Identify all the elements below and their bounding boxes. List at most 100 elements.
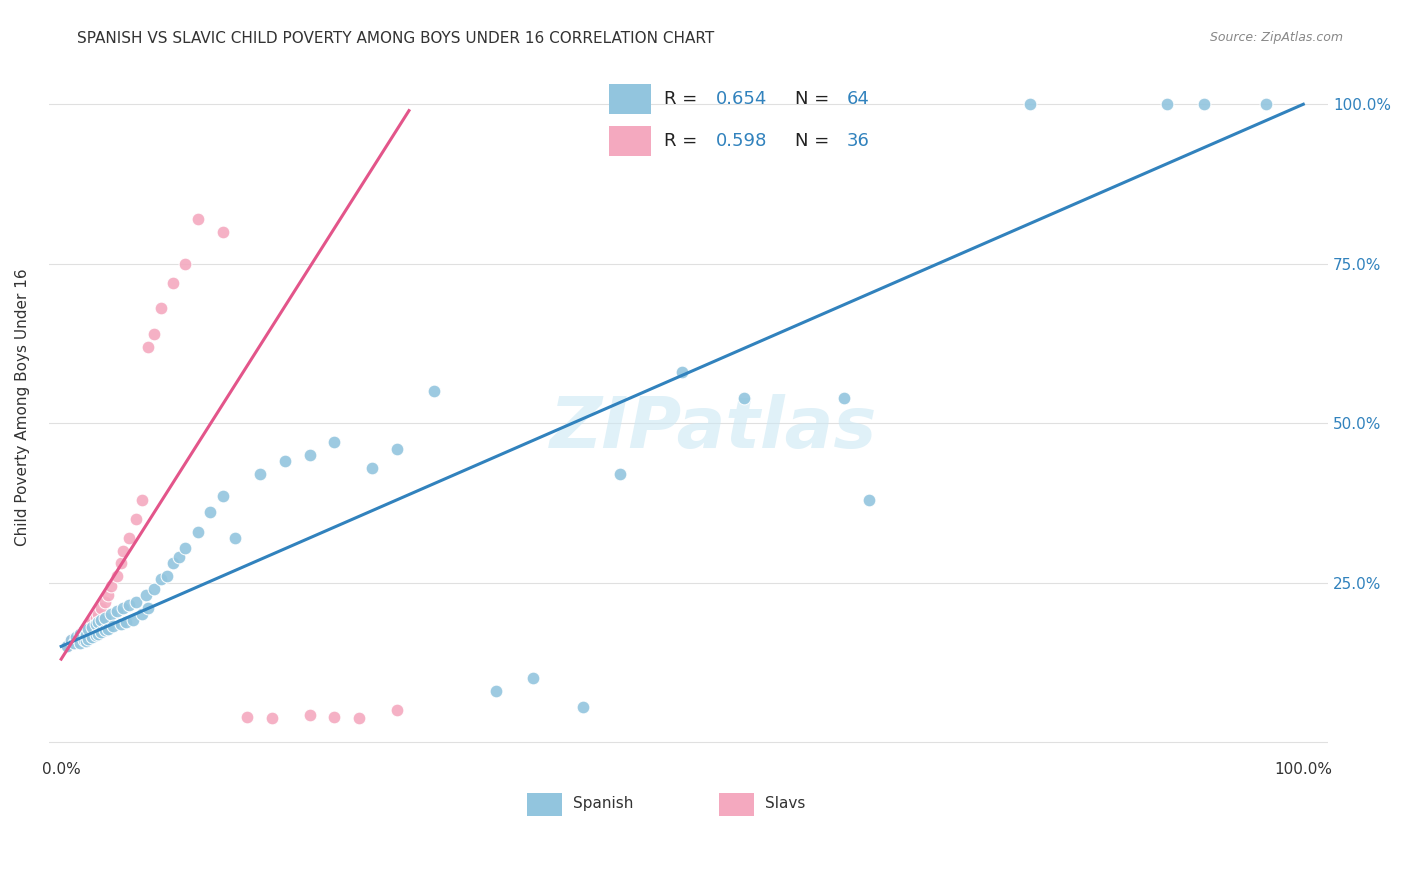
Point <box>82 630 104 644</box>
Point <box>298 448 321 462</box>
Point <box>125 595 148 609</box>
Point <box>1192 97 1215 112</box>
Point <box>82 615 104 629</box>
Point <box>485 684 508 698</box>
Point <box>72 632 94 647</box>
Point <box>87 626 110 640</box>
Point <box>75 628 97 642</box>
Point <box>609 467 631 482</box>
Point <box>385 703 408 717</box>
Point <box>103 619 125 633</box>
Point <box>75 624 97 638</box>
Point <box>262 711 284 725</box>
Point <box>60 632 83 647</box>
Point <box>832 391 855 405</box>
Point <box>211 490 233 504</box>
Point <box>56 640 79 654</box>
Point <box>125 512 148 526</box>
Point <box>75 620 97 634</box>
Point <box>135 588 157 602</box>
Point <box>149 573 172 587</box>
Point <box>82 620 104 634</box>
Point <box>423 384 446 399</box>
Point <box>105 604 128 618</box>
Text: Source: ZipAtlas.com: Source: ZipAtlas.com <box>1209 31 1343 45</box>
Point <box>100 579 122 593</box>
Point <box>298 708 321 723</box>
Point <box>131 607 153 622</box>
Point <box>84 610 107 624</box>
Point <box>187 212 209 227</box>
Point <box>62 636 84 650</box>
Point <box>90 601 112 615</box>
Point <box>93 595 115 609</box>
Point <box>1254 97 1277 112</box>
Point <box>77 632 100 646</box>
Point <box>69 626 91 640</box>
Point <box>236 709 259 723</box>
Point <box>522 671 544 685</box>
Point <box>69 632 91 647</box>
Point <box>84 617 107 632</box>
Point <box>90 613 112 627</box>
Text: SPANISH VS SLAVIC CHILD POVERTY AMONG BOYS UNDER 16 CORRELATION CHART: SPANISH VS SLAVIC CHILD POVERTY AMONG BO… <box>77 31 714 46</box>
Point <box>118 531 141 545</box>
Point <box>84 628 107 642</box>
Point <box>149 301 172 316</box>
Point <box>249 467 271 482</box>
Point <box>65 630 87 644</box>
Point <box>162 557 184 571</box>
Point <box>77 622 100 636</box>
Point <box>112 543 135 558</box>
Point <box>733 391 755 405</box>
Point <box>136 340 159 354</box>
Point <box>72 630 94 644</box>
Point <box>97 588 120 602</box>
Point <box>167 550 190 565</box>
Point <box>174 541 197 555</box>
Text: ZIPatlas: ZIPatlas <box>550 393 877 463</box>
Point <box>162 276 184 290</box>
Point <box>200 505 222 519</box>
Point <box>72 624 94 638</box>
Point <box>572 700 595 714</box>
Point <box>93 624 115 638</box>
Point <box>323 709 346 723</box>
Point <box>122 613 145 627</box>
Point <box>69 626 91 640</box>
Point <box>211 225 233 239</box>
Point <box>100 607 122 622</box>
Point <box>90 625 112 640</box>
Point <box>385 442 408 456</box>
Point <box>274 454 297 468</box>
Point <box>112 601 135 615</box>
Point <box>360 460 382 475</box>
Point <box>60 632 83 647</box>
Point <box>97 622 120 636</box>
Point <box>75 634 97 648</box>
Point <box>349 711 371 725</box>
Point <box>110 617 132 632</box>
Point <box>1156 97 1178 112</box>
Point <box>65 630 87 644</box>
Point <box>671 365 693 379</box>
Point <box>1019 97 1042 112</box>
Point <box>131 492 153 507</box>
Point <box>858 492 880 507</box>
Point <box>187 524 209 539</box>
Point <box>110 557 132 571</box>
Point <box>156 569 179 583</box>
Point <box>114 615 136 629</box>
Point <box>77 617 100 632</box>
Point <box>174 257 197 271</box>
Point <box>62 636 84 650</box>
Point <box>143 326 166 341</box>
Point <box>323 435 346 450</box>
Y-axis label: Child Poverty Among Boys Under 16: Child Poverty Among Boys Under 16 <box>15 268 30 546</box>
Point <box>87 615 110 629</box>
Point <box>105 569 128 583</box>
Point <box>69 636 91 650</box>
Point <box>118 598 141 612</box>
Point <box>87 607 110 622</box>
Point <box>143 582 166 596</box>
